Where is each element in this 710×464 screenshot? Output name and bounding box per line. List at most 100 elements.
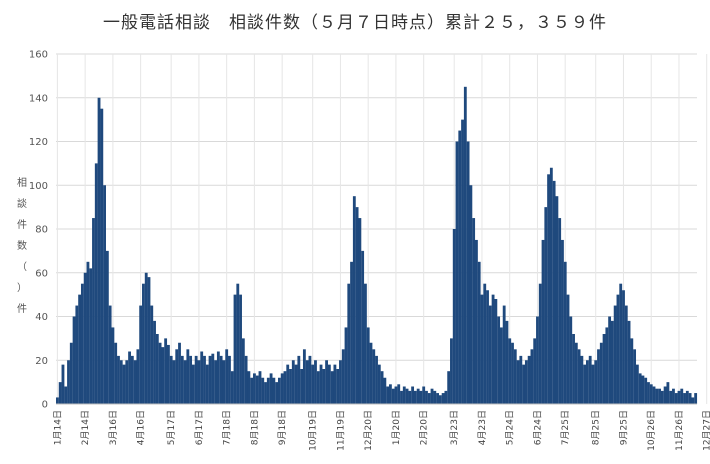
bar xyxy=(511,342,514,404)
x-tick-label: 7月25日 xyxy=(560,410,571,445)
bar xyxy=(347,283,351,404)
bar xyxy=(552,180,556,404)
bar xyxy=(302,349,306,404)
bar xyxy=(591,364,595,405)
bar xyxy=(117,355,120,405)
bar xyxy=(402,386,406,404)
bar xyxy=(211,353,215,404)
bar xyxy=(605,327,609,404)
bar xyxy=(566,294,570,405)
bar xyxy=(663,386,667,404)
bar xyxy=(455,141,459,404)
bar xyxy=(436,393,439,404)
bar xyxy=(602,334,606,404)
bar xyxy=(394,386,398,404)
bar xyxy=(397,384,401,404)
y-tick-label: 140 xyxy=(29,93,48,104)
bar xyxy=(577,349,581,404)
y-axis-label-char: （ xyxy=(17,261,27,273)
bar xyxy=(669,390,673,405)
bar xyxy=(175,349,179,404)
bar xyxy=(583,364,587,405)
bar xyxy=(56,397,59,404)
y-tick-label: 100 xyxy=(29,181,48,192)
y-tick-label: 20 xyxy=(35,356,48,367)
bar xyxy=(594,360,598,404)
bar xyxy=(586,360,589,404)
bar xyxy=(475,239,478,404)
x-tick-label: 2月14日 xyxy=(80,410,91,445)
bar xyxy=(125,360,129,404)
bar xyxy=(241,338,245,405)
bar xyxy=(649,384,653,404)
bar xyxy=(491,294,495,405)
bar xyxy=(691,397,695,404)
bar xyxy=(219,355,223,405)
bar xyxy=(150,305,154,404)
bar xyxy=(524,360,528,404)
bar xyxy=(413,390,417,405)
y-tick-label: 120 xyxy=(29,137,48,148)
bar xyxy=(486,290,489,404)
y-tick-label: 40 xyxy=(35,312,48,323)
bar xyxy=(522,364,526,405)
bar xyxy=(72,316,76,404)
bar xyxy=(433,390,437,405)
bar xyxy=(108,305,112,404)
bar xyxy=(153,320,156,405)
bar xyxy=(203,355,206,405)
bar xyxy=(527,355,531,405)
bar xyxy=(286,364,290,405)
bar xyxy=(633,349,637,404)
bar xyxy=(558,218,562,404)
bar xyxy=(630,338,634,405)
bar xyxy=(672,388,675,404)
x-tick-label: 10月26日 xyxy=(646,410,657,451)
bar xyxy=(519,355,523,405)
y-axis-label-char: 件 xyxy=(17,219,27,231)
y-axis-label-char: 談 xyxy=(17,197,27,210)
bar xyxy=(355,207,359,405)
bar xyxy=(244,355,248,405)
bar xyxy=(391,388,395,404)
bar xyxy=(380,371,384,404)
chart-title: 一般電話相談 相談件数（５月７日時点）累計２５，３５９件 xyxy=(103,13,607,33)
bar xyxy=(647,382,650,405)
bar xyxy=(336,369,340,404)
bar xyxy=(599,342,603,404)
bar xyxy=(427,393,431,404)
bar xyxy=(105,250,109,405)
y-tick-label: 0 xyxy=(42,400,48,411)
bar xyxy=(547,174,550,404)
x-tick-label: 3月16日 xyxy=(108,410,119,445)
bar xyxy=(289,369,292,404)
bar xyxy=(513,349,517,404)
bar xyxy=(111,327,115,404)
bar xyxy=(103,185,106,404)
bar xyxy=(375,355,378,405)
bar xyxy=(128,351,131,404)
bar xyxy=(388,384,392,404)
y-axis-label-char: ） xyxy=(17,282,27,294)
x-axis: 1月14日 2月14日 3月16日 4月16日 5月17日 6月17日 7月18日 8月18日… xyxy=(52,403,710,451)
bar xyxy=(264,382,267,405)
bar xyxy=(294,364,298,405)
y-axis-label-char: 件 xyxy=(17,303,27,315)
bar xyxy=(438,395,442,404)
bar xyxy=(183,360,187,404)
bar xyxy=(89,268,93,405)
bar xyxy=(480,294,484,405)
bar xyxy=(494,299,498,404)
bar xyxy=(441,393,445,404)
bars-layer xyxy=(56,86,698,405)
x-tick-label: 2月20日 xyxy=(419,410,430,445)
x-tick-label: 5月24日 xyxy=(505,410,516,445)
bar xyxy=(330,371,334,404)
x-tick-label: 4月23日 xyxy=(477,410,488,445)
bar xyxy=(308,355,312,405)
bar xyxy=(660,390,664,405)
bar xyxy=(694,393,698,404)
bar xyxy=(164,338,168,405)
